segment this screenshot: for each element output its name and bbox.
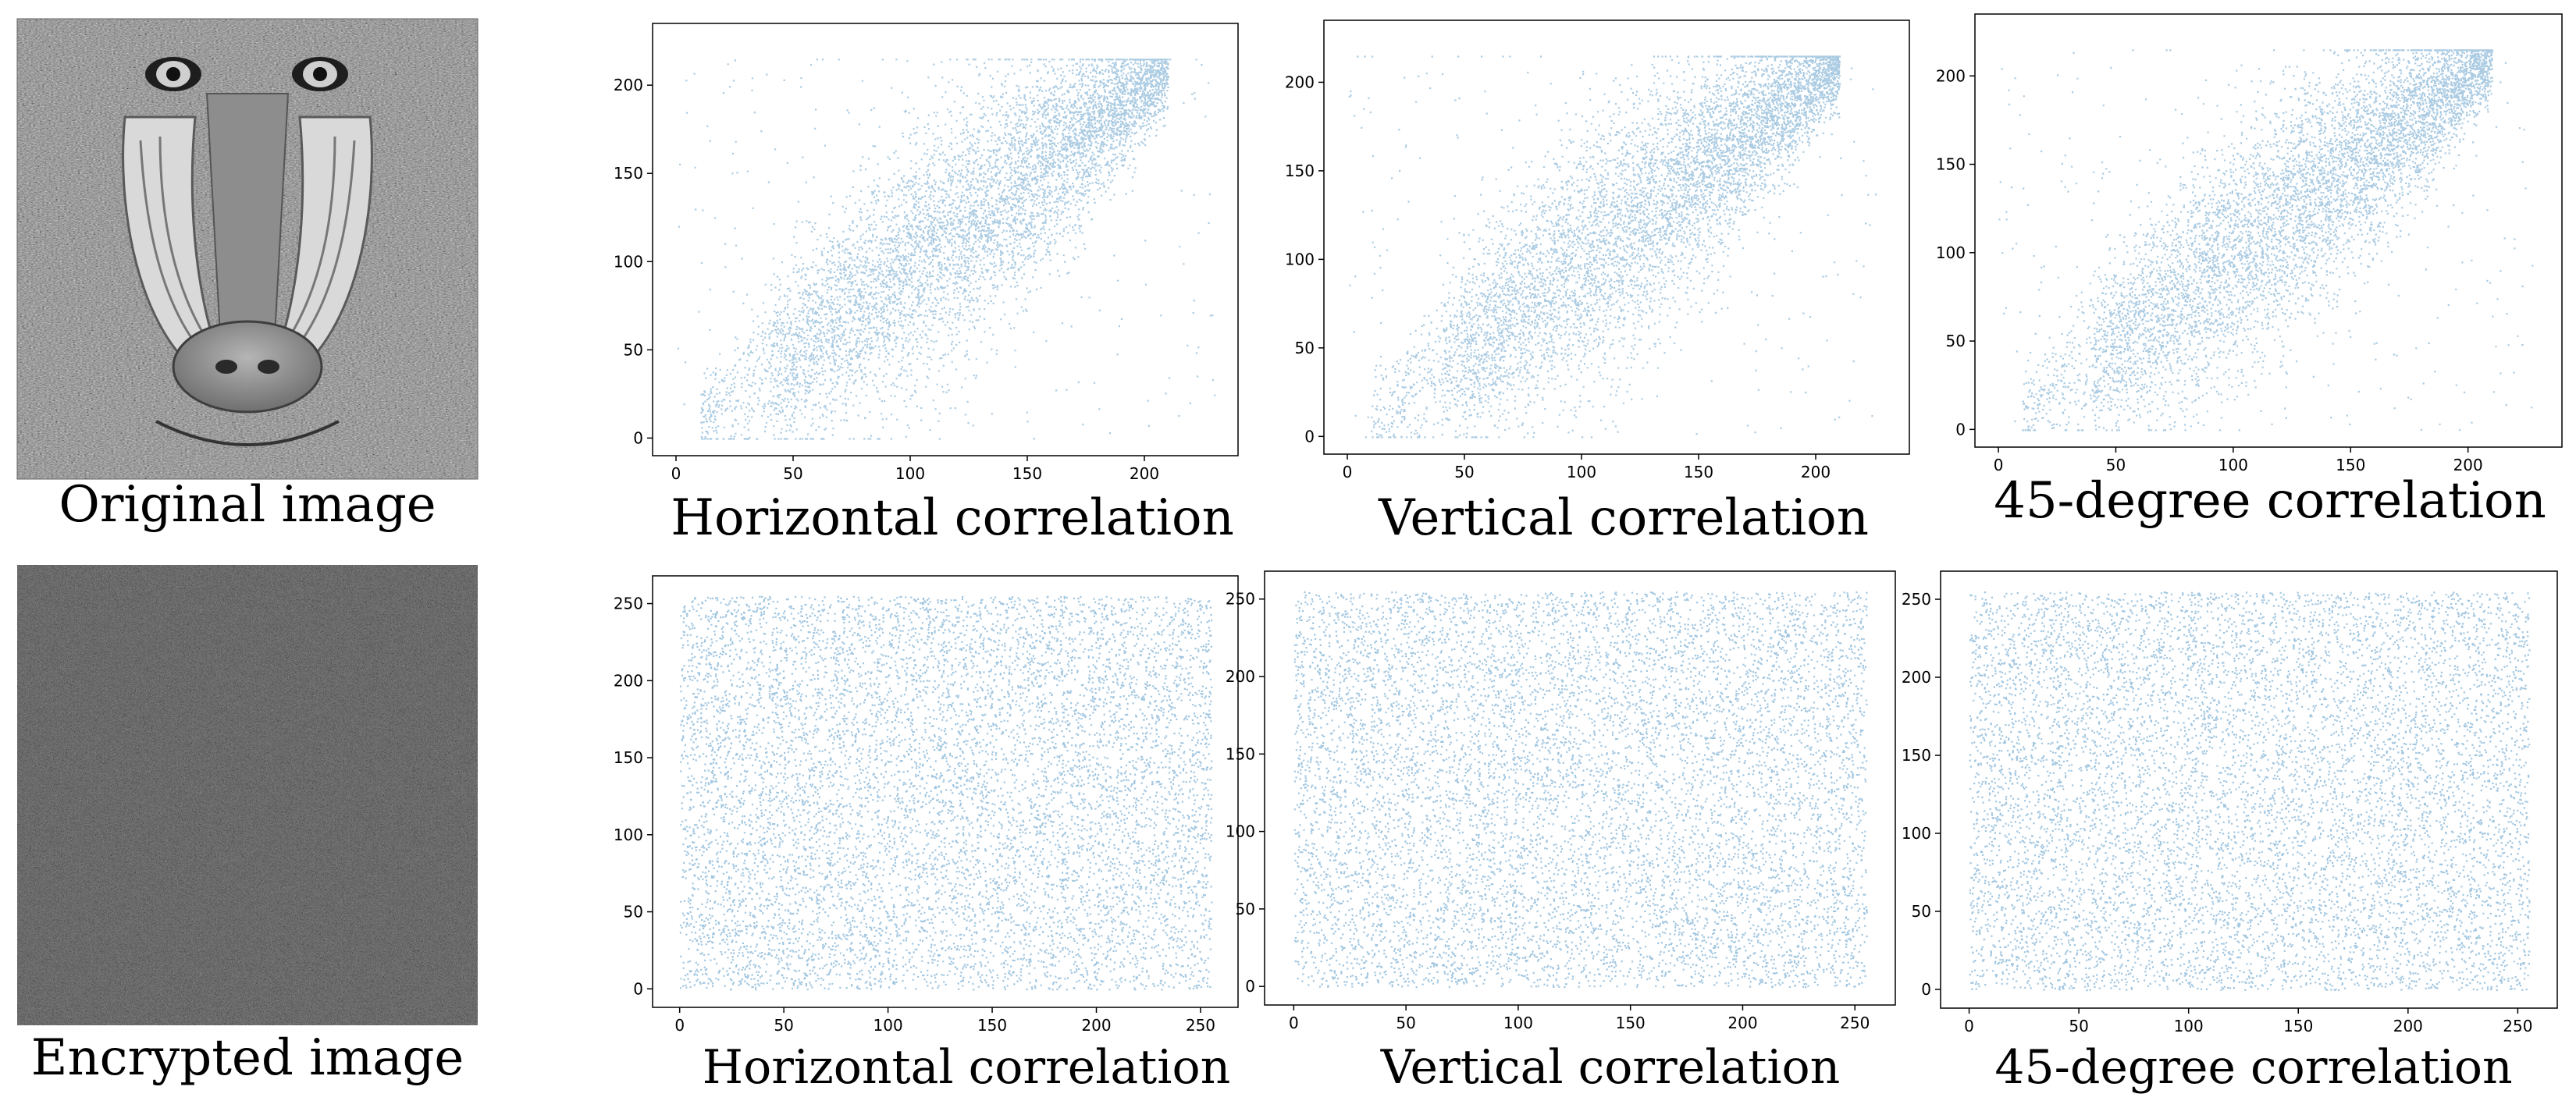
y-tick-label: 100: [1936, 243, 1966, 262]
scatter-points: [679, 595, 1213, 991]
x-tick-label: 100: [873, 1016, 903, 1035]
y-tick-label: 0: [633, 979, 643, 998]
x-tick-label: 50: [1396, 1014, 1415, 1032]
y-tick-label: 150: [614, 164, 643, 183]
x-tick-label: 150: [2336, 456, 2365, 474]
x-tick-label: 250: [2503, 1017, 2532, 1035]
y-tick-label: 50: [1295, 339, 1315, 357]
x-tick-label: 150: [977, 1016, 1007, 1035]
x-tick-label: 200: [2393, 1017, 2423, 1035]
y-tick-label: 100: [1902, 824, 1931, 843]
x-tick-label: 50: [1454, 463, 1474, 481]
x-tick-label: 200: [1801, 463, 1831, 481]
x-tick-label: 150: [1012, 464, 1042, 483]
y-tick-label: 250: [1902, 590, 1931, 609]
y-tick-label: 200: [614, 671, 643, 690]
x-tick-label: 250: [1840, 1014, 1870, 1032]
y-tick-label: 50: [624, 340, 643, 359]
x-tick-label: 0: [671, 464, 681, 483]
x-tick-label: 0: [1289, 1014, 1299, 1032]
x-tick-label: 100: [1567, 463, 1596, 481]
y-tick-label: 200: [614, 76, 643, 94]
y-tick-label: 0: [633, 428, 643, 447]
x-tick-label: 100: [1503, 1014, 1533, 1032]
y-tick-label: 0: [1245, 977, 1255, 996]
x-tick-label: 0: [1964, 1017, 1974, 1035]
scatter-panel-encrypted-1: 0 50 100 150 200 250 0 50 100 150 200 250 Horizontal…: [614, 575, 1239, 1095]
x-tick-label: 50: [783, 464, 802, 483]
plot-frame: [1974, 13, 2563, 448]
plot-frame: [1264, 570, 1896, 1006]
y-tick-label: 100: [614, 252, 643, 271]
original-image: [16, 18, 479, 480]
scatter-points: [1998, 49, 2534, 431]
plot-frame: [1323, 20, 1910, 455]
y-tick-label: 200: [1902, 668, 1931, 687]
scatter-panel-original-2: 0 50 100 150 200 0 50 100 150 200 Vertical correla…: [1285, 20, 1910, 547]
original-image-caption: Original image: [59, 476, 436, 534]
scatter-points: [1969, 591, 2531, 992]
y-tick-label: 250: [1226, 590, 1255, 609]
y-tick-label: 150: [1936, 155, 1966, 174]
y-tick-label: 50: [1912, 902, 1931, 921]
y-tick-label: 150: [1902, 746, 1931, 765]
scatter-panel-encrypted-2: 0 50 100 150 200 250 0 50 100 150 200 250 Vertical c…: [1226, 570, 1896, 1095]
x-tick-label: 100: [895, 464, 925, 483]
plot-frame: [1940, 570, 2558, 1009]
x-tick-label: 150: [2283, 1017, 2313, 1035]
x-tick-label: 50: [774, 1016, 793, 1035]
y-tick-label: 100: [1285, 250, 1315, 268]
y-tick-label: 0: [1955, 420, 1966, 439]
x-tick-label: 150: [1684, 463, 1713, 481]
x-tick-label: 0: [674, 1016, 685, 1035]
x-tick-label: 50: [2106, 456, 2126, 474]
encrypted-image: [17, 565, 478, 1025]
panel-caption: Vertical correlation: [1378, 489, 1869, 547]
x-tick-label: 250: [1186, 1016, 1215, 1035]
y-tick-label: 200: [1936, 66, 1966, 85]
panel-caption: Horizontal correlation: [703, 1040, 1230, 1095]
x-tick-label: 200: [1081, 1016, 1111, 1035]
x-tick-label: 100: [2174, 1017, 2204, 1035]
panel-caption: 45-degree correlation: [1994, 472, 2546, 530]
y-tick-label: 100: [1226, 822, 1255, 841]
y-tick-label: 200: [1285, 73, 1315, 91]
x-tick-label: 150: [1616, 1014, 1646, 1032]
y-tick-label: 50: [1236, 900, 1255, 918]
encrypted-image-caption: Encrypted image: [31, 1029, 464, 1087]
x-tick-label: 200: [1727, 1014, 1757, 1032]
x-tick-label: 0: [1994, 456, 2004, 474]
y-tick-label: 150: [1226, 744, 1255, 763]
panel-caption: Vertical correlation: [1380, 1040, 1841, 1095]
panel-caption: 45-degree correlation: [1994, 1040, 2512, 1095]
y-tick-label: 50: [624, 903, 643, 922]
x-tick-label: 200: [1130, 464, 1159, 483]
y-tick-label: 0: [1304, 427, 1315, 446]
x-tick-label: 100: [2218, 456, 2248, 474]
scatter-panel-original-1: 0 50 100 150 200 0 50 100 150 200 Horizontal corre…: [614, 23, 1239, 547]
scatter-panel-encrypted-3: 0 50 100 150 200 250 0 50 100 150 200 250 45-degree …: [1902, 570, 2558, 1095]
y-tick-label: 50: [1946, 332, 1966, 350]
y-tick-label: 100: [614, 826, 643, 844]
scatter-points: [1293, 591, 1868, 989]
plot-frame: [652, 23, 1239, 456]
scatter-points: [677, 59, 1216, 440]
x-tick-label: 50: [2069, 1017, 2088, 1035]
x-tick-label: 200: [2453, 456, 2483, 474]
y-tick-label: 0: [1921, 980, 1931, 999]
y-tick-label: 150: [1285, 162, 1315, 180]
y-tick-label: 150: [614, 748, 643, 767]
y-tick-label: 250: [614, 595, 643, 613]
panel-caption: Horizontal correlation: [671, 489, 1234, 547]
plot-frame: [652, 575, 1239, 1008]
x-tick-label: 0: [1343, 463, 1353, 481]
scatter-points: [1348, 55, 1877, 439]
y-tick-label: 200: [1226, 667, 1255, 686]
